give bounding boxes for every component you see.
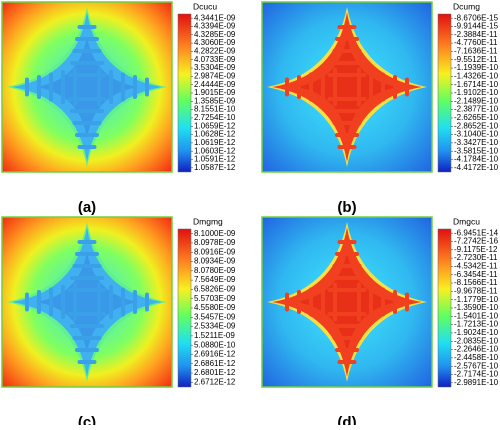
dendrite-core	[296, 251, 398, 353]
dendrite-core	[36, 36, 138, 138]
colorbar-tick-label: -1.9102E-10	[454, 88, 499, 97]
colorbar-tick-label: -4.5342E-11	[454, 262, 498, 271]
colorbar-tick-label: -2.5767E-10	[454, 361, 499, 370]
colorbar-tick-label: -2.4458E-10	[454, 353, 499, 362]
colorbar-tick-label: -1.6714E-10	[454, 80, 499, 89]
colorbar-tick-label: 3.5304E-09	[194, 63, 236, 72]
colorbar-tick-label: 2.9874E-09	[194, 71, 236, 80]
colorbar-tick-label: 8.1551E-10	[194, 105, 236, 114]
colorbar-tick-label: 4.3441E-09	[194, 13, 236, 22]
colorbar	[177, 13, 192, 173]
colorbar	[437, 13, 452, 173]
colorbar-tick-label: -9.1175E-12	[454, 245, 498, 254]
dendrite-core	[296, 36, 398, 138]
colorbar-tick-label: 2.4444E-09	[194, 80, 236, 89]
colorbar-tick-label: -2.9891E-10	[454, 378, 499, 387]
colorbar-tick-label: -3.3427E-10	[454, 138, 499, 147]
colorbar-tick-label: -4.7760E-11	[454, 38, 498, 47]
panel-label: (a)	[78, 199, 96, 216]
colorbar-tick-label: -9.9144E-15	[454, 22, 499, 31]
colorbar-tick-label: 2.7254E-10	[194, 113, 236, 122]
colorbar-tick-label: 1.0591E-12	[194, 155, 236, 164]
colorbar-tick-label: -1.4326E-10	[454, 71, 499, 80]
colorbar-tick-label: -1.5401E-10	[454, 311, 499, 320]
colorbar-tick-label: -8.6706E-15	[454, 13, 499, 22]
colorbar-tick-label: 1.0619E-12	[194, 138, 236, 147]
colorbar-tick-label: 2.6916E-12	[194, 350, 236, 359]
panel-label: (b)	[337, 199, 356, 216]
colorbar-tick-label: 8.1000E-09	[194, 229, 236, 238]
colorbar-tick-label: -2.0835E-10	[454, 336, 499, 345]
colorbar-tick-label: 2.6801E-12	[194, 368, 236, 377]
colorbar-title: Dmgcu	[453, 216, 480, 226]
colorbar-tick-label: 1.0659E-12	[194, 121, 236, 130]
colorbar-tick-label: -2.7174E-10	[454, 370, 499, 379]
colorbar-tick-label: 7.5649E-09	[194, 275, 236, 284]
colorbar-tick-label: -9.9678E-11	[454, 286, 498, 295]
colorbar-tick-label: -1.7213E-10	[454, 320, 499, 329]
colorbar-tick-label: 3.5457E-09	[194, 312, 236, 321]
colorbar-tick-label: -7.1636E-11	[454, 47, 498, 56]
colorbar-tick-label: -2.7230E-11	[454, 253, 498, 262]
colorbar-tick-label: 1.3585E-09	[194, 96, 236, 105]
colorbar-tick-label: 1.0628E-12	[194, 130, 236, 139]
panel-label: (c)	[78, 414, 96, 425]
colorbar-tick-label: -2.8652E-10	[454, 121, 499, 130]
colorbar-tick-label: 2.6861E-12	[194, 359, 236, 368]
colorbar-tick-label: -2.3877E-10	[454, 105, 499, 114]
colorbar-tick-label: 4.2822E-09	[194, 47, 236, 56]
panel-label: (d)	[337, 414, 356, 425]
colorbar-tick-label: 2.5334E-09	[194, 322, 236, 331]
colorbar-title: Dcumg	[453, 1, 480, 11]
colorbar-tick-label: 1.0587E-12	[194, 163, 236, 172]
colorbar-tick-label: 6.5826E-09	[194, 285, 236, 294]
colorbar-tick-label: -4.4172E-10	[454, 163, 499, 172]
colorbar-tick-label: 4.3060E-09	[194, 38, 236, 47]
colorbar-tick-label: -1.1939E-10	[454, 63, 499, 72]
colorbar-tick-label: -3.1040E-10	[454, 130, 499, 139]
colorbar-tick-label: 8.0916E-09	[194, 247, 236, 256]
colorbar-tick-label: -1.1779E-10	[454, 295, 499, 304]
colorbar-tick-label: -3.5815E-10	[454, 146, 499, 155]
colorbar-tick-label: 4.3285E-09	[194, 30, 236, 39]
colorbar-tick-label: 4.3394E-09	[194, 22, 236, 31]
colorbar-tick-label: -4.1784E-10	[454, 155, 499, 164]
colorbar-title: Dcucu	[193, 1, 217, 11]
colorbar-tick-label: -1.9024E-10	[454, 328, 499, 337]
colorbar-tick-label: 8.0780E-09	[194, 266, 236, 275]
colorbar	[177, 228, 192, 388]
colorbar-tick-label: 5.5703E-09	[194, 294, 236, 303]
colorbar-tick-label: -2.2646E-10	[454, 345, 499, 354]
colorbar-tick-label: -2.6265E-10	[454, 113, 499, 122]
colorbar-title: Dmgmg	[193, 216, 223, 226]
dendrite-core	[36, 251, 138, 353]
colorbar-tick-label: -6.9451E-14	[454, 228, 499, 237]
colorbar-tick-label: 2.6712E-12	[194, 377, 236, 386]
colorbar-tick-label: 4.5580E-09	[194, 303, 236, 312]
colorbar-tick-label: -9.5512E-11	[454, 55, 498, 64]
colorbar-tick-label: -2.3884E-11	[454, 30, 498, 39]
colorbar-tick-label: 8.0978E-09	[194, 238, 236, 247]
colorbar-tick-label: -1.3590E-10	[454, 303, 499, 312]
colorbar-tick-label: -6.3454E-11	[454, 270, 498, 279]
colorbar-tick-label: -7.2742E-16	[454, 237, 499, 246]
colorbar	[437, 228, 452, 388]
colorbar-tick-label: 5.0880E-10	[194, 340, 236, 349]
colorbar-tick-label: -2.1489E-10	[454, 96, 499, 105]
colorbar-tick-label: 1.9015E-09	[194, 88, 236, 97]
colorbar-tick-label: 4.0733E-09	[194, 55, 236, 64]
colorbar-tick-label: 8.0934E-09	[194, 257, 236, 266]
colorbar-tick-label: -8.1566E-11	[454, 278, 498, 287]
colorbar-tick-label: 1.0603E-12	[194, 146, 236, 155]
colorbar-tick-label: 1.5211E-09	[194, 331, 235, 340]
